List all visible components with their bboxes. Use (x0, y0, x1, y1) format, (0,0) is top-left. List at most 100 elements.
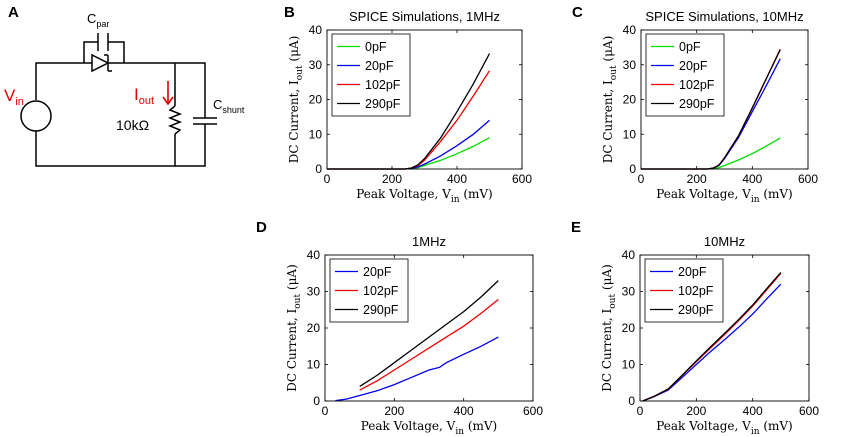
series-line-0pf (327, 137, 490, 170)
plot-frame (326, 29, 523, 170)
panel-letter-b: B (284, 4, 295, 21)
circuit-wire (35, 62, 84, 100)
y-tick-label: 10 (307, 358, 321, 372)
y-axis-label: DC Current, Iout (μA) (601, 36, 619, 164)
plot-frame (640, 29, 809, 170)
x-tick-label: 0 (322, 404, 329, 418)
panel-letter-c: C (572, 4, 583, 21)
vin-label: Vin (4, 86, 24, 108)
legend-label: 102pF (679, 78, 715, 92)
y-tick-label: 20 (622, 321, 636, 335)
y-axis-label: DC Current, Iout (μA) (285, 264, 303, 392)
x-tick-label: 400 (447, 172, 467, 186)
y-tick-label: 0 (628, 394, 635, 408)
circuit-wire (83, 41, 98, 63)
y-tick-label: 10 (622, 358, 636, 372)
y-tick-label: 10 (309, 127, 323, 141)
x-tick-label: 600 (523, 404, 543, 418)
y-tick-label: 40 (307, 248, 321, 262)
chart-panel-b: SPICE Simulations, 1MHz 0 200 400 600 0 10 20 30… (287, 9, 532, 205)
legend-label: 290pF (678, 303, 714, 317)
legend-label: 20pF (365, 59, 394, 73)
cshunt-label: Cshunt (213, 97, 245, 115)
circuit-wire (108, 41, 125, 63)
legend-label: 0pF (365, 40, 387, 54)
x-tick-label: 400 (743, 404, 763, 418)
y-tick-label: 30 (307, 285, 321, 299)
x-tick-label: 200 (384, 404, 404, 418)
x-axis-label: Peak Voltage, Vin (mV) (656, 419, 792, 437)
y-tick-label: 20 (309, 93, 323, 107)
resistor-label: 10kΩ (116, 117, 149, 133)
legend-label: 102pF (363, 284, 399, 298)
y-tick-label: 40 (309, 23, 323, 37)
x-tick-label: 600 (799, 404, 819, 418)
x-tick-label: 200 (687, 172, 707, 186)
y-axis-label: DC Current, Iout (μA) (600, 264, 618, 392)
y-tick-label: 0 (629, 162, 636, 176)
y-tick-label: 30 (622, 285, 636, 299)
y-tick-label: 30 (309, 58, 323, 72)
chart-title: SPICE Simulations, 1MHz (349, 9, 500, 24)
legend-box (645, 33, 725, 117)
y-tick-label: 30 (623, 58, 637, 72)
legend-label: 102pF (365, 78, 401, 92)
y-axis-label: DC Current, Iout (μA) (287, 36, 305, 164)
legend-label: 20pF (363, 265, 392, 279)
panel-letter-d: D (256, 219, 267, 236)
plot-frame (639, 254, 810, 402)
x-tick-label: 400 (454, 404, 474, 418)
legend-label: 20pF (678, 265, 707, 279)
legend-box (331, 33, 411, 117)
x-tick-label: 600 (798, 172, 818, 186)
current-arrow-head (162, 96, 174, 106)
x-axis-label: Peak Voltage, Vin (mV) (656, 187, 792, 205)
legend-label: 290pF (365, 97, 401, 111)
panel-letter-a: A (8, 4, 19, 21)
x-tick-label: 200 (686, 404, 706, 418)
legend-label: 0pF (679, 40, 701, 54)
x-tick-label: 400 (742, 172, 762, 186)
series-line-20pf (335, 336, 499, 402)
series-line-0pf (641, 137, 781, 170)
chart-title: 1MHz (412, 234, 446, 249)
series-line-290pf (359, 280, 499, 387)
chart-title: SPICE Simulations, 10MHz (645, 9, 803, 24)
circuit-schematic (20, 33, 217, 167)
x-tick-label: 0 (638, 172, 645, 186)
series-line-102pf (359, 298, 499, 391)
resistor-icon (167, 105, 183, 135)
legend-label: 102pF (678, 284, 714, 298)
diode-icon (91, 53, 110, 73)
x-tick-label: 200 (382, 172, 402, 186)
y-tick-label: 40 (623, 23, 637, 37)
x-tick-label: 0 (637, 404, 644, 418)
y-tick-label: 20 (623, 93, 637, 107)
legend-label: 290pF (679, 97, 715, 111)
plot-frame (324, 254, 534, 402)
chart-panel-c: SPICE Simulations, 10MHz 0 200 400 600 0 10 20 3… (601, 9, 818, 205)
iout-label: Iout (134, 85, 154, 107)
circuit-wire (108, 62, 206, 118)
chart-panel-d: 1MHz 0 200 400 600 0 10 20 30 40 Peak Voltage, Vin… (285, 234, 543, 437)
y-tick-label: 10 (623, 127, 637, 141)
y-tick-label: 0 (315, 162, 322, 176)
y-tick-label: 40 (622, 248, 636, 262)
panel-letter-e: E (571, 219, 581, 236)
y-tick-label: 0 (313, 394, 320, 408)
y-tick-label: 20 (307, 321, 321, 335)
x-axis-label: Peak Voltage, Vin (mV) (356, 187, 492, 205)
legend-label: 290pF (363, 303, 399, 317)
chart-panel-e: 10MHz 0 200 400 600 0 10 20 30 40 Peak Voltage, Vi… (600, 234, 819, 437)
series-line-290pf (642, 272, 782, 402)
chart-title: 10MHz (704, 234, 745, 249)
series-line-20pf (327, 119, 490, 170)
circuit-wire (35, 131, 176, 167)
x-axis-label: Peak Voltage, Vin (mV) (361, 419, 497, 437)
voltage-source-icon (20, 100, 52, 132)
legend-label: 20pF (679, 59, 708, 73)
x-tick-label: 600 (512, 172, 532, 186)
circuit-wire (175, 124, 206, 167)
x-tick-label: 0 (324, 172, 331, 186)
